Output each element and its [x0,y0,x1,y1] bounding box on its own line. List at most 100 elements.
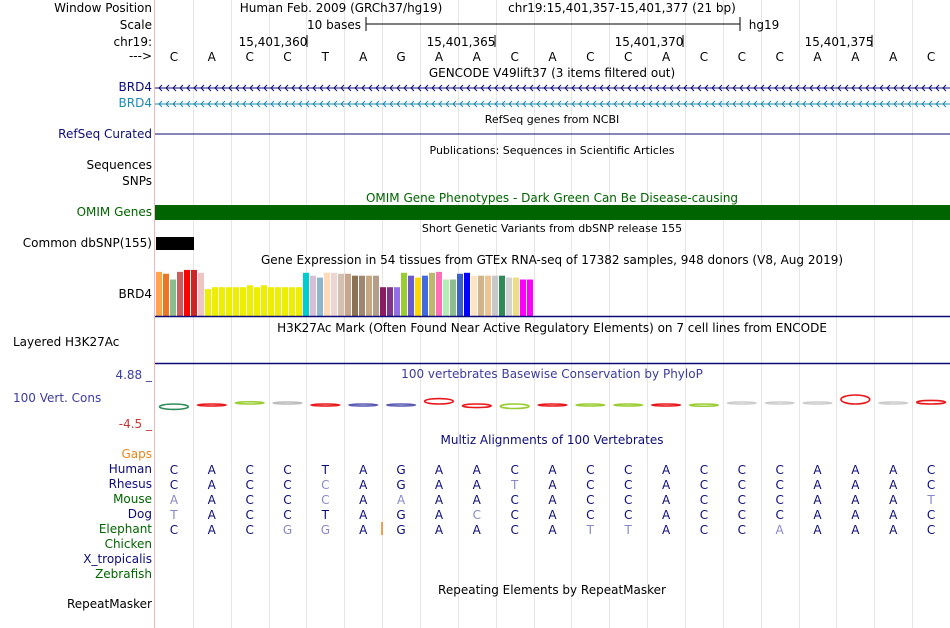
species-label-elephant[interactable]: Elephant [98,522,152,536]
gtex-tissue-bar[interactable] [212,287,218,316]
layered-h3k27ac-label[interactable]: Layered H3K27Ac [13,335,120,349]
gtex-tissue-bar[interactable] [373,275,379,316]
alignment-base: C [586,463,594,477]
alignment-base: C [624,493,632,507]
phylop-score-glyph [461,403,492,409]
gtex-tissue-bar[interactable] [436,271,442,316]
refseq-curated-label[interactable]: RefSeq Curated [58,127,152,141]
sequences-label[interactable]: Sequences [86,158,152,172]
gtex-tissue-bar[interactable] [219,287,225,316]
gtex-tissue-bar[interactable] [247,285,253,316]
species-label-rhesus[interactable]: Rhesus [108,477,152,491]
gtex-tissue-bar[interactable] [191,269,197,316]
gtex-tissue-bar[interactable] [359,275,365,316]
gtex-tissue-bar[interactable] [380,287,386,316]
gene-label-brd4-a[interactable]: BRD4 [118,80,152,94]
gtex-tissue-bar[interactable] [275,287,281,316]
gtex-tissue-bar[interactable] [394,287,400,316]
gtex-tissue-bar[interactable] [268,287,274,316]
gtex-tissue-bar[interactable] [156,271,162,316]
gtex-tissue-bar[interactable] [198,272,204,316]
gaps-label[interactable]: Gaps [121,447,152,461]
species-label-x-tropicalis[interactable]: X_tropicalis [83,552,152,566]
gtex-tissue-bar[interactable] [233,287,239,316]
gtex-tissue-bar[interactable] [513,277,519,316]
gtex-tissue-bar[interactable] [240,287,246,316]
alignment-base: C [927,508,935,522]
base-gridline [722,0,724,628]
gtex-tissue-bar[interactable] [499,275,505,316]
gtex-tissue-bar[interactable] [184,269,190,316]
track-data-area[interactable]: Human Feb. 2009 (GRCh37/hg19) chr19:15,4… [155,0,950,628]
gtex-tissue-bar[interactable] [387,287,393,316]
gtex-tissue-bar[interactable] [415,277,421,316]
gtex-tissue-bar[interactable] [303,272,309,316]
dbsnp-variant-block[interactable] [156,237,194,250]
repeatmasker-label[interactable]: RepeatMasker [66,597,152,611]
gtex-tissue-bar[interactable] [310,275,316,316]
species-label-mouse[interactable]: Mouse [113,492,152,506]
gtex-tissue-bar[interactable] [289,287,295,316]
phylop-score-glyph [915,399,947,405]
gene-label-brd4-b[interactable]: BRD4 [118,96,152,110]
gtex-tissue-bar[interactable] [429,272,435,316]
gtex-tissue-bar[interactable] [485,275,491,316]
snps-label[interactable]: SNPs [122,174,152,188]
gtex-tissue-bar[interactable] [170,279,176,316]
alignment-base: A [208,523,217,537]
gtex-tissue-bar[interactable] [324,272,330,316]
alignment-base: G [283,523,292,537]
common-dbsnp-label[interactable]: Common dbSNP(155) [22,236,152,250]
gtex-tissue-bar[interactable] [422,275,428,316]
species-label-chicken[interactable]: Chicken [104,537,152,551]
gtex-tissue-bar[interactable] [226,287,232,316]
species-label-zebrafish[interactable]: Zebrafish [95,567,152,581]
alignment-base: C [283,508,291,522]
reference-base: C [283,50,291,64]
gtex-tissue-bar[interactable] [506,277,512,316]
gtex-tissue-bar[interactable] [478,275,484,316]
gtex-tissue-bar[interactable] [205,289,211,316]
reference-base: C [624,50,632,64]
omim-genes-label[interactable]: OMIM Genes [76,205,152,219]
strand-arrow-label[interactable]: ---> [128,49,152,63]
phylop-score-glyph [499,403,530,410]
scale-label: Scale [119,18,152,32]
gtex-tissue-bar[interactable] [408,275,414,316]
reference-base: C [775,50,783,64]
gtex-tissue-bar[interactable] [177,271,183,316]
gtex-tissue-bar[interactable] [464,272,470,316]
gtex-tissue-bar[interactable] [401,272,407,316]
alignment-base: C [700,478,708,492]
vert-cons-label[interactable]: 100 Vert. Cons [13,391,102,405]
alignment-base: C [245,508,253,522]
track-graphics[interactable]: C A C C T A G A A C A C C A C C C A A A CC A C C T A G A A C A C C A C C C A A… [155,0,950,628]
gtex-tissue-bar[interactable] [331,272,337,316]
gtex-tissue-bar[interactable] [527,279,533,316]
species-label-dog[interactable]: Dog [127,507,152,521]
gtex-tissue-bar[interactable] [317,277,323,316]
omim-gene-bar[interactable] [155,205,950,220]
gtex-tissue-bar[interactable] [282,287,288,316]
species-label-human[interactable]: Human [108,462,152,476]
gtex-tissue-bar[interactable] [345,273,351,316]
alignment-base: C [321,493,329,507]
gtex-tissue-bar[interactable] [261,285,267,316]
gtex-tissue-bar[interactable] [471,275,477,316]
phylop-score-glyph [764,401,795,405]
gtex-tissue-bar[interactable] [492,275,498,316]
gtex-brd4-label[interactable]: BRD4 [118,287,152,301]
gtex-tissue-bar[interactable] [450,279,456,316]
gtex-tissue-bar[interactable] [443,279,449,316]
gtex-tissue-bar[interactable] [254,287,260,316]
gtex-tissue-bar[interactable] [457,273,463,316]
alignment-base: A [208,478,217,492]
gtex-tissue-bar[interactable] [296,287,302,316]
gtex-tissue-bar[interactable] [366,275,372,316]
gtex-tissue-bar[interactable] [338,273,344,316]
base-gridline [609,0,611,628]
gtex-tissue-bar[interactable] [520,279,526,316]
gtex-tissue-bar[interactable] [352,275,358,316]
gtex-tissue-bar[interactable] [163,273,169,316]
alignment-base: C [775,508,783,522]
